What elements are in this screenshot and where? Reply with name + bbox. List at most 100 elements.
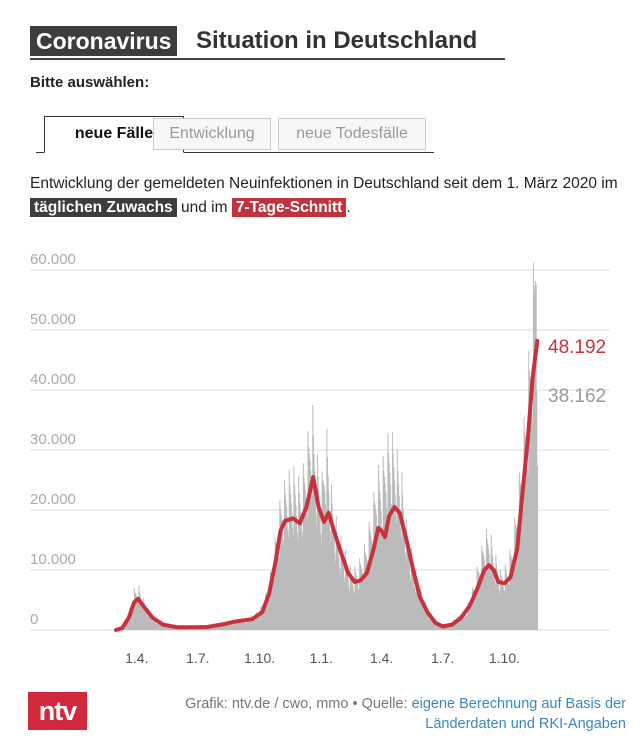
daily-bar	[511, 559, 513, 630]
daily-bar	[329, 531, 331, 630]
daily-bar	[473, 590, 475, 630]
daily-bar	[308, 453, 310, 630]
daily-bar	[398, 496, 400, 630]
daily-bar	[402, 508, 404, 630]
daily-bar	[479, 581, 481, 630]
daily-bar	[368, 521, 370, 630]
daily-bar	[495, 554, 497, 630]
daily-bar	[467, 603, 469, 630]
daily-bar	[341, 546, 343, 630]
daily-bar	[264, 609, 266, 630]
daily-bar	[507, 579, 509, 630]
daily-bar	[170, 627, 172, 630]
daily-bar	[355, 575, 357, 630]
daily-bar	[127, 619, 129, 630]
daily-bar	[130, 606, 132, 630]
daily-bar	[498, 581, 500, 630]
daily-bar	[404, 535, 406, 630]
daily-bar	[484, 568, 486, 630]
daily-bar	[358, 589, 360, 630]
daily-bar	[135, 593, 137, 630]
tab-development[interactable]: Entwicklung	[153, 118, 271, 150]
daily-bar	[464, 613, 466, 630]
daily-bar	[168, 626, 170, 630]
daily-bar	[491, 547, 493, 630]
daily-bar	[220, 624, 222, 630]
daily-bar	[251, 616, 253, 630]
daily-bar	[353, 593, 355, 630]
daily-bar	[323, 485, 325, 630]
daily-bar	[170, 627, 172, 630]
daily-bar	[211, 626, 213, 630]
daily-bar	[242, 619, 244, 630]
daily-bar	[263, 609, 265, 630]
daily-bar	[306, 513, 308, 630]
daily-bar	[217, 626, 219, 630]
daily-bar	[423, 609, 425, 630]
daily-bar	[241, 623, 243, 630]
daily-bar	[164, 625, 166, 630]
average-line	[114, 338, 540, 632]
daily-bar	[284, 493, 286, 630]
daily-bar	[337, 541, 339, 630]
daily-bar	[353, 591, 355, 630]
page-title: Situation in Deutschland	[196, 27, 478, 54]
daily-bar	[311, 496, 313, 630]
x-tick-label: 1.10.	[244, 650, 275, 666]
daily-bar	[389, 472, 391, 630]
daily-bar	[141, 603, 143, 630]
daily-bar	[447, 626, 449, 630]
tab-new-deaths[interactable]: neue Todesfälle	[278, 118, 426, 150]
daily-bar	[351, 579, 353, 630]
daily-bar	[452, 624, 454, 630]
x-tick-label: 1.1.	[310, 650, 333, 666]
daily-bar	[149, 615, 151, 630]
daily-bar	[279, 500, 281, 630]
daily-bar	[243, 620, 245, 630]
daily-bar	[506, 577, 508, 630]
daily-bar	[508, 585, 510, 630]
daily-bar	[377, 465, 379, 630]
daily-bar	[357, 587, 359, 630]
daily-bar	[373, 501, 375, 630]
daily-bar	[253, 617, 255, 630]
daily-bar	[310, 488, 312, 630]
daily-bar	[281, 520, 283, 630]
daily-bar	[314, 489, 316, 630]
daily-bar	[401, 472, 403, 630]
daily-bar	[340, 535, 342, 630]
daily-bar	[328, 492, 330, 630]
daily-bar	[220, 624, 222, 630]
daily-bar	[516, 528, 518, 630]
source-link[interactable]: eigene Berechnung auf Basis der Länderda…	[411, 696, 626, 732]
daily-bar	[240, 622, 242, 630]
daily-bar	[318, 489, 320, 630]
daily-bar	[212, 626, 214, 630]
daily-bar	[161, 623, 163, 630]
daily-bar	[224, 623, 226, 630]
daily-bar	[324, 491, 326, 630]
daily-bar	[287, 530, 289, 630]
daily-bar	[341, 553, 343, 630]
daily-bar	[363, 544, 365, 630]
daily-bar	[154, 620, 156, 630]
daily-bar	[477, 570, 479, 630]
daily-bar	[390, 484, 392, 630]
daily-bar	[347, 578, 349, 630]
daily-bar	[316, 526, 318, 630]
daily-bar	[468, 603, 470, 630]
daily-bar	[348, 586, 350, 630]
daily-bar	[339, 574, 341, 630]
daily-bar	[426, 609, 428, 630]
daily-bar	[533, 294, 535, 630]
daily-bar	[361, 569, 363, 630]
daily-bar	[371, 550, 373, 630]
daily-bar	[435, 622, 437, 630]
daily-bar	[459, 617, 461, 630]
y-tick-label: 50.000	[30, 311, 76, 328]
daily-bar	[412, 572, 414, 630]
daily-bar	[536, 465, 538, 630]
daily-bar	[420, 591, 422, 630]
daily-bar	[378, 482, 380, 630]
daily-bar	[231, 623, 233, 630]
